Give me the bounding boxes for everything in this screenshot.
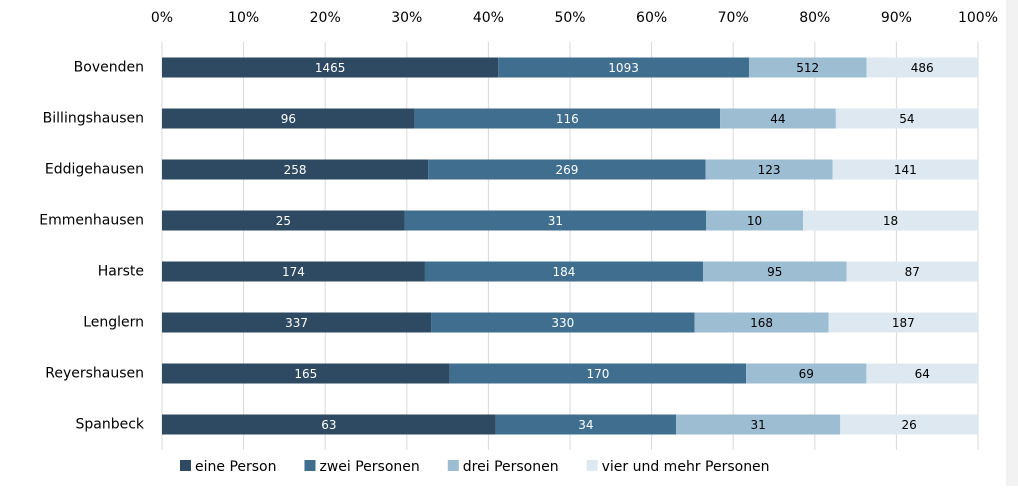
legend-swatch <box>586 460 598 471</box>
bar-segment <box>835 108 978 129</box>
data-label: 174 <box>282 265 305 279</box>
data-label: 486 <box>911 61 934 75</box>
data-label: 168 <box>750 316 773 330</box>
bar-segment <box>828 312 978 333</box>
legend-swatch <box>304 460 316 471</box>
data-label: 69 <box>799 367 814 381</box>
x-tick-label: 90% <box>881 10 912 26</box>
data-label: 31 <box>750 418 765 432</box>
y-tick-label: Lenglern <box>83 315 144 331</box>
bar-segment <box>846 261 978 282</box>
legend-label: vier und mehr Personen <box>602 459 770 475</box>
bar-segment <box>404 210 706 231</box>
y-tick-label: Billingshausen <box>43 111 144 127</box>
bar-segment <box>832 159 978 180</box>
data-label: 170 <box>586 367 609 381</box>
bar-segment <box>428 159 706 180</box>
data-label: 269 <box>555 163 578 177</box>
data-label: 123 <box>758 163 781 177</box>
bar-segment <box>162 414 496 435</box>
data-label: 1465 <box>315 61 346 75</box>
legend-label: zwei Personen <box>319 459 419 475</box>
data-label: 165 <box>294 367 317 381</box>
bar-segment <box>694 312 829 333</box>
y-tick-label: Eddigehausen <box>45 162 144 178</box>
y-tick-label: Spanbeck <box>75 417 144 433</box>
x-tick-label: 50% <box>554 10 585 26</box>
data-label: 96 <box>281 112 296 126</box>
x-tick-label: 70% <box>718 10 749 26</box>
legend-label: eine Person <box>195 459 276 475</box>
bar-segment <box>162 363 450 384</box>
bar-segment <box>162 210 405 231</box>
x-tick-label: 40% <box>473 10 504 26</box>
data-label: 1093 <box>608 61 639 75</box>
side-strip <box>1006 0 1018 486</box>
bar-segment <box>866 57 978 78</box>
data-label: 141 <box>894 163 917 177</box>
bar-segment <box>803 210 978 231</box>
data-label: 116 <box>556 112 579 126</box>
bar-segment <box>706 210 804 231</box>
bar-segment <box>498 57 749 78</box>
data-label: 44 <box>770 112 785 126</box>
data-label: 31 <box>548 214 563 228</box>
data-label: 64 <box>915 367 930 381</box>
data-label: 187 <box>892 316 915 330</box>
bar-segment <box>495 414 676 435</box>
x-tick-label: 100% <box>958 10 998 26</box>
data-label: 512 <box>796 61 819 75</box>
bar-segment <box>431 312 695 333</box>
bar-segment <box>162 159 429 180</box>
legend-swatch <box>447 460 459 471</box>
bar-segment <box>162 108 415 129</box>
data-label: 34 <box>578 418 593 432</box>
bar-segment <box>162 312 432 333</box>
x-tick-label: 20% <box>310 10 341 26</box>
bar-segment <box>720 108 836 129</box>
y-tick-label: Emmenhausen <box>39 213 144 229</box>
data-label: 87 <box>905 265 920 279</box>
data-label: 63 <box>321 418 336 432</box>
bar-segment <box>449 363 747 384</box>
data-label: 330 <box>551 316 574 330</box>
y-tick-label: Bovenden <box>74 60 144 76</box>
y-tick-label: Reyershausen <box>45 366 144 382</box>
bar-segment <box>162 261 425 282</box>
bar-segment <box>162 57 499 78</box>
x-tick-label: 30% <box>391 10 422 26</box>
legend-swatch <box>180 460 191 471</box>
data-label: 184 <box>553 265 576 279</box>
bar-segment <box>866 363 978 384</box>
bar-segment <box>414 108 721 129</box>
data-label: 18 <box>883 214 898 228</box>
bar-segment <box>705 159 833 180</box>
x-tick-label: 60% <box>636 10 667 26</box>
x-tick-label: 80% <box>799 10 830 26</box>
legend-label: drei Personen <box>463 459 559 475</box>
bar-segment <box>840 414 978 435</box>
data-label: 258 <box>284 163 307 177</box>
bar-segment <box>746 363 867 384</box>
data-label: 337 <box>285 316 308 330</box>
y-tick-label: Harste <box>98 264 144 280</box>
bar-segment <box>424 261 703 282</box>
data-label: 10 <box>747 214 762 228</box>
data-label: 54 <box>899 112 914 126</box>
bar-segment <box>702 261 847 282</box>
data-label: 26 <box>901 418 916 432</box>
data-label: 95 <box>767 265 782 279</box>
x-tick-label: 0% <box>151 10 173 26</box>
bar-segment <box>675 414 841 435</box>
x-tick-label: 10% <box>228 10 259 26</box>
bar-segment <box>748 57 867 78</box>
data-label: 25 <box>276 214 291 228</box>
